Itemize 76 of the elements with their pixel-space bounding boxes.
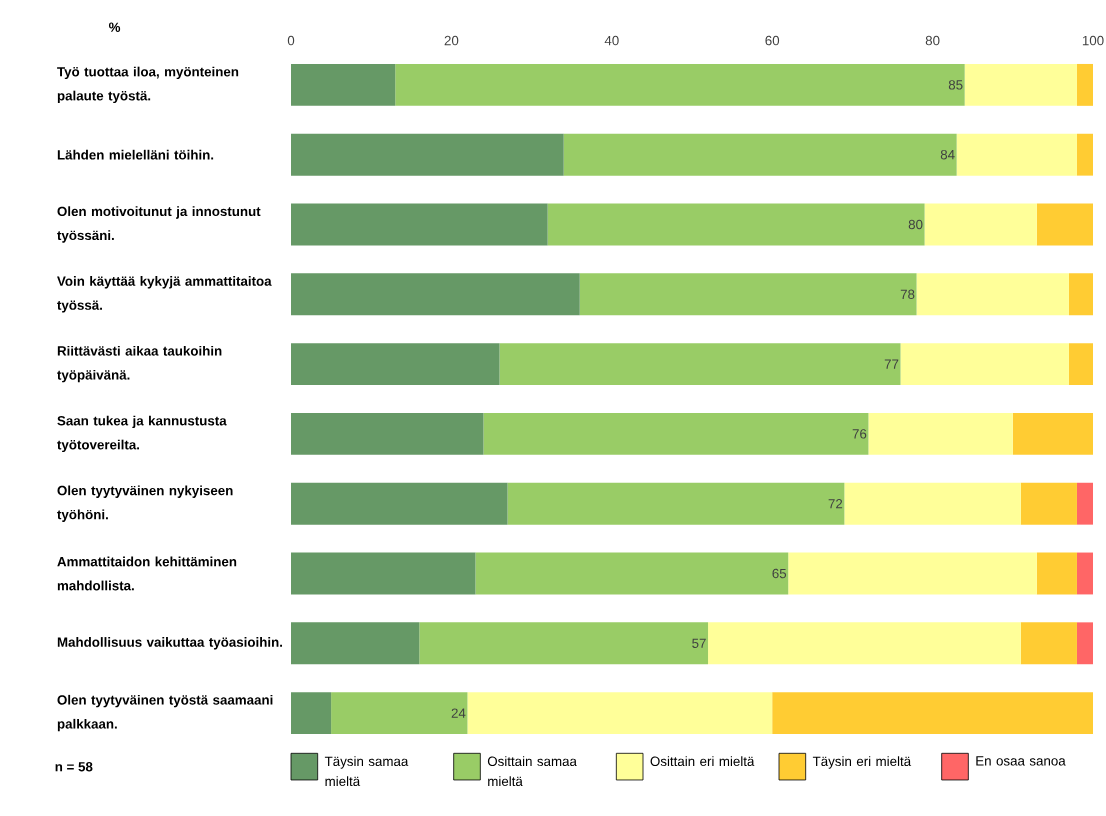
bar xyxy=(291,482,508,525)
annotation: 24 xyxy=(451,708,466,718)
bar xyxy=(291,343,500,386)
bar xyxy=(916,273,1069,316)
bar xyxy=(1020,482,1077,525)
bar xyxy=(956,133,1077,176)
annotation: 65 xyxy=(772,568,787,579)
annotation: 80 xyxy=(908,219,923,230)
y-tick-label: Lähden mielelläni töihin. xyxy=(57,149,214,160)
text: n = 58 xyxy=(55,762,93,772)
y-tick-label: Riittävästi aikaa taukoihin työpäivänä. xyxy=(57,345,222,383)
bar xyxy=(708,622,1021,665)
y-tick-label: Voin käyttää kykyjä ammattitaitoa työssä. xyxy=(57,276,272,313)
bar xyxy=(579,273,917,316)
annotation: 76 xyxy=(852,429,867,439)
bar xyxy=(291,273,580,316)
bar xyxy=(1068,343,1093,386)
x-tick-label: 0 xyxy=(287,35,295,46)
bar xyxy=(291,133,564,176)
bar xyxy=(1076,482,1093,525)
annotation: 85 xyxy=(948,80,963,90)
bar xyxy=(483,412,869,455)
x-tick-label: 60 xyxy=(765,35,780,46)
bar xyxy=(1076,552,1093,595)
bar xyxy=(395,63,965,106)
bar xyxy=(1076,622,1093,665)
legend-label: Osittain samaa mieltä xyxy=(487,756,577,787)
bar xyxy=(467,692,773,735)
legend-label: En osaa sanoa xyxy=(976,756,1066,766)
y-tick-label: Olen motivoitunut ja innostunut työssäni. xyxy=(57,206,261,243)
bar xyxy=(844,482,1021,525)
x-axis-title: % xyxy=(108,22,121,32)
x-tick-label: 80 xyxy=(925,35,940,46)
bar xyxy=(964,63,1077,106)
y-tick-label: Ammattitaidon kehittäminen mahdollista. xyxy=(57,556,237,591)
bar xyxy=(331,692,468,735)
y-tick-label: Olen tyytyväinen työstä saamaani palkkaan. xyxy=(57,694,273,732)
bar xyxy=(563,133,957,176)
annotation: 72 xyxy=(828,499,843,509)
bar xyxy=(900,343,1069,386)
x-tick-label: 100 xyxy=(1082,35,1104,46)
bar xyxy=(788,552,1037,595)
y-tick-label: Mahdollisuus vaikuttaa työasioihin. xyxy=(57,637,283,650)
legend-label: Täysin eri mieltä xyxy=(812,756,912,769)
bar xyxy=(1068,273,1093,316)
legend-label: Täysin samaa mieltä xyxy=(324,756,409,787)
annotation: 77 xyxy=(884,359,899,369)
y-tick-label: Olen tyytyväinen nykyiseen työhöni. xyxy=(57,485,233,522)
bar xyxy=(499,343,901,386)
bar xyxy=(291,412,484,455)
bar xyxy=(1012,412,1093,455)
bar xyxy=(1036,203,1093,246)
bar xyxy=(291,203,548,246)
bar xyxy=(1036,552,1077,595)
bar xyxy=(868,412,1013,455)
bar xyxy=(291,622,420,665)
bar xyxy=(291,63,396,106)
bar xyxy=(1076,63,1093,106)
bar xyxy=(772,692,1093,735)
bar xyxy=(419,622,709,665)
legend-label: Osittain eri mieltä xyxy=(650,756,755,767)
bar xyxy=(475,552,789,595)
annotation: 78 xyxy=(900,289,915,299)
bar xyxy=(291,552,476,595)
bar xyxy=(507,482,845,525)
y-tick-label: Saan tukea ja kannustusta työtovereilta. xyxy=(57,415,227,453)
bar xyxy=(547,203,925,246)
bar xyxy=(1020,622,1077,665)
x-tick-label: 20 xyxy=(444,35,459,46)
bar xyxy=(291,692,332,735)
bar xyxy=(924,203,1037,246)
annotation: 84 xyxy=(940,149,955,160)
y-tick-label: Työ tuottaa iloa, myönteinen palaute työstä. xyxy=(57,66,239,104)
annotation: 57 xyxy=(692,638,706,648)
bar xyxy=(1076,133,1093,176)
x-tick-label: 40 xyxy=(604,35,619,46)
